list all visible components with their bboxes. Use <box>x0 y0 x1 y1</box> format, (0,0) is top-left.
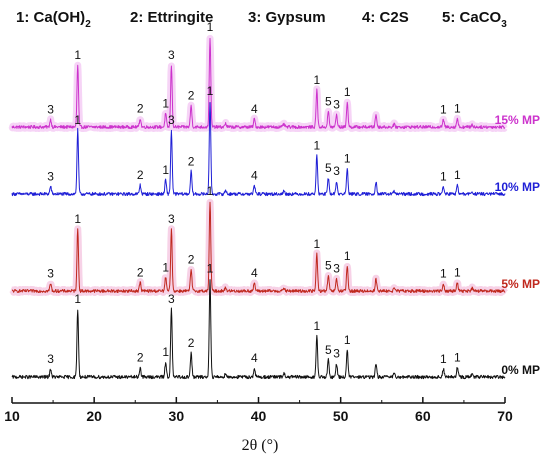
peak-label: 1 <box>74 292 81 306</box>
peak-label: 2 <box>137 168 144 182</box>
x-tick-label: 60 <box>415 408 431 424</box>
peak-label: 1 <box>74 48 81 62</box>
series-name: 15% MP <box>495 113 540 127</box>
peak-label: 1 <box>162 345 169 359</box>
peak-label: 3 <box>333 262 340 276</box>
peak-label: 1 <box>344 249 351 263</box>
x-tick-label: 10 <box>4 408 20 424</box>
peak-label: 3 <box>168 292 175 306</box>
peak-label: 5 <box>325 343 332 357</box>
phase-legend: 1: Ca(OH)2 2: Ettringite 3: Gypsum 4: C2… <box>16 9 507 30</box>
peak-label: 3 <box>47 103 54 117</box>
legend-item-2: 2: Ettringite <box>130 9 213 26</box>
peak-label: 1 <box>162 96 169 110</box>
peak-label: 5 <box>325 259 332 273</box>
x-tick-label: 50 <box>333 408 349 424</box>
x-tick-label: 40 <box>251 408 267 424</box>
peak-label: 1 <box>162 163 169 177</box>
peak-label: 2 <box>137 265 144 279</box>
peak-label: 3 <box>333 98 340 112</box>
peak-label: 3 <box>47 267 54 281</box>
peak-label: 1 <box>440 169 447 183</box>
peak-label: 5 <box>325 95 332 109</box>
peak-label: 3 <box>47 352 54 366</box>
peak-label: 5 <box>325 161 332 175</box>
x-tick-label: 30 <box>169 408 185 424</box>
series-name: 5% MP <box>501 277 540 291</box>
peak-label: 1 <box>207 20 214 34</box>
peak-label: 3 <box>333 346 340 360</box>
peak-label: 1 <box>313 319 320 333</box>
peak-label: 1 <box>313 139 320 153</box>
series-halo <box>8 34 509 133</box>
peak-label: 3 <box>333 164 340 178</box>
peak-label: 1 <box>74 113 81 127</box>
peak-label: 1 <box>162 260 169 274</box>
peak-label: 4 <box>251 169 258 183</box>
peak-label: 1 <box>207 261 214 275</box>
peak-label: 1 <box>344 85 351 99</box>
peak-label: 1 <box>313 73 320 87</box>
peak-label: 3 <box>168 48 175 62</box>
peak-label: 1 <box>454 351 461 365</box>
peak-label: 1 <box>454 168 461 182</box>
peak-label: 1 <box>454 101 461 115</box>
series-name: 0% MP <box>501 363 540 377</box>
peak-label: 1 <box>440 103 447 117</box>
legend-item-5: 5: CaCO3 <box>442 9 507 30</box>
peak-label: 1 <box>454 265 461 279</box>
peak-label: 2 <box>137 101 144 115</box>
legend-item-4: 4: C2S <box>362 9 409 26</box>
peak-label: 3 <box>47 169 54 183</box>
series-halo <box>8 198 509 297</box>
peak-label: 2 <box>188 88 195 102</box>
x-axis: 10 20 30 40 50 60 70 <box>4 397 513 424</box>
x-axis-title: 2θ (°) <box>242 437 279 454</box>
peak-label: 3 <box>168 212 175 226</box>
peak-label: 1 <box>207 184 214 198</box>
x-tick-label: 70 <box>497 408 513 424</box>
peak-label: 2 <box>137 351 144 365</box>
peak-label: 4 <box>251 266 258 280</box>
peak-label: 1 <box>344 151 351 165</box>
peak-label: 3 <box>168 113 175 127</box>
peak-label: 1 <box>344 333 351 347</box>
peak-label: 1 <box>313 237 320 251</box>
series-line <box>11 279 506 380</box>
x-tick-label: 20 <box>86 408 102 424</box>
peak-label: 2 <box>188 336 195 350</box>
peak-label: 1 <box>207 84 214 98</box>
legend-item-3: 3: Gypsum <box>248 9 326 26</box>
series-name: 10% MP <box>495 180 540 194</box>
peak-label: 4 <box>251 351 258 365</box>
peak-label: 1 <box>440 352 447 366</box>
legend-item-1: 1: Ca(OH)2 <box>16 9 91 30</box>
peak-label: 2 <box>188 155 195 169</box>
series-line <box>11 37 506 130</box>
peak-label: 4 <box>251 102 258 116</box>
peak-label: 1 <box>74 212 81 226</box>
series-line <box>11 201 506 294</box>
peak-label: 2 <box>188 252 195 266</box>
peak-label: 1 <box>440 267 447 281</box>
series-line <box>11 101 506 197</box>
